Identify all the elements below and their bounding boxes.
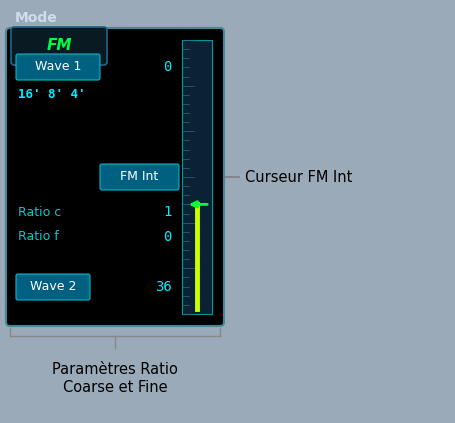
Bar: [182, 40, 212, 314]
Text: 36: 36: [155, 280, 172, 294]
Text: FM Int: FM Int: [121, 170, 159, 184]
FancyBboxPatch shape: [6, 28, 224, 326]
Text: 0: 0: [164, 60, 172, 74]
Text: Mode: Mode: [15, 11, 58, 25]
FancyBboxPatch shape: [11, 27, 107, 65]
Text: Coarse et Fine: Coarse et Fine: [63, 380, 167, 395]
Text: Curseur FM Int: Curseur FM Int: [225, 170, 352, 184]
FancyBboxPatch shape: [100, 164, 179, 190]
FancyBboxPatch shape: [16, 54, 100, 80]
Text: Ratio f: Ratio f: [18, 231, 59, 244]
Text: Paramètres Ratio: Paramètres Ratio: [52, 362, 178, 377]
Text: Ratio c: Ratio c: [18, 206, 61, 219]
Text: 0: 0: [164, 230, 172, 244]
Text: 16' 8' 4': 16' 8' 4': [18, 88, 86, 101]
Text: Wave 2: Wave 2: [30, 280, 76, 294]
Text: FM: FM: [46, 38, 72, 53]
Text: 1: 1: [164, 205, 172, 219]
FancyBboxPatch shape: [16, 274, 90, 300]
Text: Wave 1: Wave 1: [35, 60, 81, 74]
